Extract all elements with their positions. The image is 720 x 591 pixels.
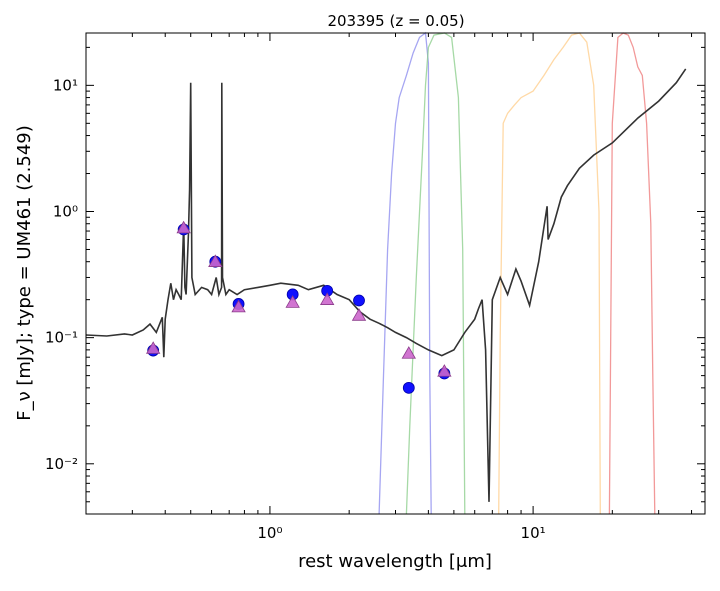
observed-point-6 (353, 294, 365, 307)
model-point-1 (176, 220, 191, 234)
model-point-0 (145, 341, 161, 354)
filter-curve-3 (608, 32, 656, 515)
y-tick-label-0: 10⁻² (45, 455, 78, 473)
y-axis-label: F_ν [mJy]; type = UM461 (2.549) (14, 125, 35, 421)
x-tick-label-0: 10⁰ (257, 524, 282, 542)
model-point-5 (319, 292, 335, 305)
y-tick-label-2: 10⁰ (53, 202, 78, 220)
filter-curves (378, 31, 656, 515)
model-point-8 (437, 364, 452, 377)
template-spectrum (85, 68, 687, 502)
filter-curve-0 (378, 31, 432, 515)
axis-ticks: 10⁰ 10¹ 10⁻² 10⁻¹ 10⁰ 10¹ (45, 33, 705, 542)
observed-point-7 (402, 381, 415, 394)
template-spectrum-line (85, 68, 687, 502)
filter-curve-2 (498, 32, 601, 515)
photometry-points (145, 220, 452, 394)
model-point-7 (401, 346, 416, 359)
model-point-6 (351, 308, 367, 321)
model-point-4 (285, 295, 300, 308)
x-axis-label: rest wavelength [μm] (298, 551, 492, 572)
model-point-3 (231, 299, 246, 313)
x-tick-label-1: 10¹ (521, 524, 546, 542)
chart-title: 203395 (z = 0.05) (327, 12, 464, 30)
filter-curve-1 (405, 32, 466, 515)
y-tick-label-3: 10¹ (53, 76, 78, 94)
y-tick-label-1: 10⁻¹ (45, 329, 78, 347)
model-point-2 (208, 254, 223, 267)
